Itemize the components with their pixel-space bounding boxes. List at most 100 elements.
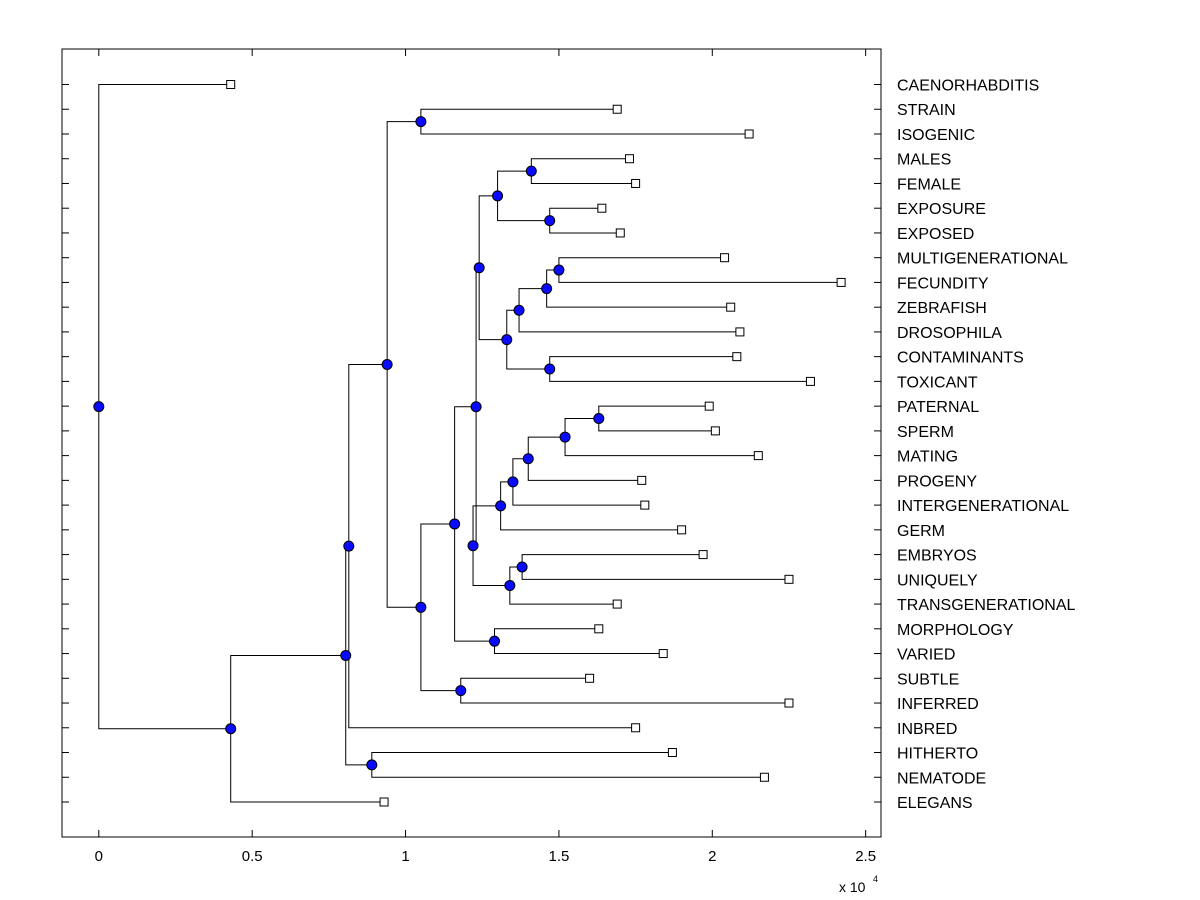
- leaf-labels: CAENORHABDITIS STRAIN ISOGENIC MALES FEMALE E…: [897, 78, 1076, 813]
- leaf-marker: [726, 302, 736, 312]
- leaf-marker: [226, 80, 236, 89]
- leaf-label: MULTIGENERATIONAL: [897, 251, 1068, 268]
- merge-nodes: [93, 116, 605, 771]
- leaf-label: SPERM: [897, 424, 954, 441]
- merge-node: [553, 264, 565, 276]
- leaf-marker: [677, 525, 687, 535]
- merge-node: [504, 580, 516, 592]
- leaf-marker: [784, 698, 794, 708]
- leaf-label: TOXICANT: [897, 374, 978, 391]
- plot-frame: [61, 48, 882, 838]
- leaf-marker: [631, 723, 641, 733]
- leaf-label: GERM: [897, 523, 945, 540]
- merge-node: [489, 635, 501, 647]
- x-tick-label: 0: [95, 848, 103, 865]
- leaf-marker: [594, 624, 604, 634]
- leaf-label: SUBTLE: [897, 671, 959, 688]
- merge-node: [225, 723, 237, 735]
- merge-node: [473, 262, 485, 274]
- leaf-marker: [637, 475, 647, 485]
- leaf-marker: [759, 772, 769, 782]
- leaf-label: ELEGANS: [897, 795, 973, 812]
- merge-node: [593, 413, 605, 425]
- y-tick-marks: [62, 84, 881, 803]
- leaf-label: MALES: [897, 152, 951, 169]
- merge-node: [467, 540, 479, 552]
- leaf-label: EXPOSED: [897, 226, 974, 243]
- merge-node: [470, 401, 482, 413]
- leaf-marker: [805, 376, 815, 386]
- leaf-label: FECUNDITY: [897, 275, 989, 292]
- merge-node: [415, 601, 427, 613]
- merge-node: [340, 650, 352, 662]
- leaf-marker: [597, 203, 607, 213]
- merge-node: [522, 453, 534, 465]
- leaf-label: CONTAMINANTS: [897, 350, 1024, 367]
- leaf-marker: [704, 401, 714, 411]
- x-tick-label: 2: [708, 848, 716, 865]
- leaf-marker: [631, 178, 641, 188]
- leaf-marker: [732, 352, 742, 362]
- merge-node: [449, 518, 461, 530]
- merge-node: [544, 215, 556, 227]
- leaf-label: STRAIN: [897, 102, 956, 119]
- merge-node: [415, 116, 427, 128]
- leaf-marker: [735, 327, 745, 337]
- merge-node: [381, 358, 393, 370]
- leaf-label: INBRED: [897, 721, 957, 738]
- leaf-marker: [784, 574, 794, 584]
- x-multiplier: x 10: [839, 879, 866, 895]
- leaf-label: UNIQUELY: [897, 572, 978, 589]
- merge-node: [525, 165, 537, 177]
- merge-node: [93, 401, 105, 413]
- merge-node: [559, 431, 571, 443]
- leaf-label: TRANSGENERATIONAL: [897, 597, 1076, 614]
- leaf-marker: [710, 426, 720, 436]
- leaf-label: DROSOPHILA: [897, 325, 1002, 342]
- leaf-marker: [720, 253, 730, 263]
- merge-node: [507, 476, 519, 488]
- leaf-marker: [744, 129, 754, 139]
- leaf-label: PATERNAL: [897, 399, 979, 416]
- leaf-label: CAENORHABDITIS: [897, 78, 1039, 95]
- merge-node: [343, 540, 355, 552]
- leaf-label: FEMALE: [897, 176, 961, 193]
- leaf-marker: [379, 797, 389, 807]
- leaf-label: ZEBRAFISH: [897, 300, 987, 317]
- leaf-marker: [698, 550, 708, 560]
- leaf-marker: [640, 500, 650, 510]
- leaf-marker: [836, 277, 846, 287]
- x-multiplier-exponent: 4: [873, 874, 878, 884]
- merge-node: [516, 561, 528, 573]
- merge-node: [495, 500, 507, 512]
- leaf-label: ISOGENIC: [897, 127, 975, 144]
- leaf-label: HITHERTO: [897, 746, 978, 763]
- merge-node: [492, 190, 504, 202]
- merge-node: [513, 304, 525, 316]
- leaf-label: INTERGENERATIONAL: [897, 498, 1069, 515]
- leaf-marker: [615, 228, 625, 238]
- merge-node: [501, 334, 513, 346]
- leaf-markers: [226, 80, 846, 807]
- merge-node: [541, 283, 553, 295]
- leaf-marker: [658, 649, 668, 659]
- leaf-label: MATING: [897, 449, 958, 466]
- x-tick-label: 1: [401, 848, 409, 865]
- x-tick-label: 0.5: [242, 848, 263, 865]
- leaf-label: EXPOSURE: [897, 201, 986, 218]
- leaf-label: NEMATODE: [897, 770, 986, 787]
- leaf-marker: [667, 748, 677, 758]
- merge-node: [455, 685, 467, 697]
- leaf-marker: [624, 154, 634, 164]
- leaf-marker: [753, 451, 763, 461]
- leaf-label: VARIED: [897, 647, 955, 664]
- leaf-marker: [612, 599, 622, 609]
- leaf-label: MORPHOLOGY: [897, 622, 1014, 639]
- x-axis: 0 0.5 1 1.5 2 2.5: [95, 49, 876, 865]
- leaf-label: EMBRYOS: [897, 548, 977, 565]
- x-tick-label: 2.5: [855, 848, 876, 865]
- leaf-marker: [585, 673, 595, 683]
- leaf-label: PROGENY: [897, 473, 977, 490]
- leaf-label: INFERRED: [897, 696, 979, 713]
